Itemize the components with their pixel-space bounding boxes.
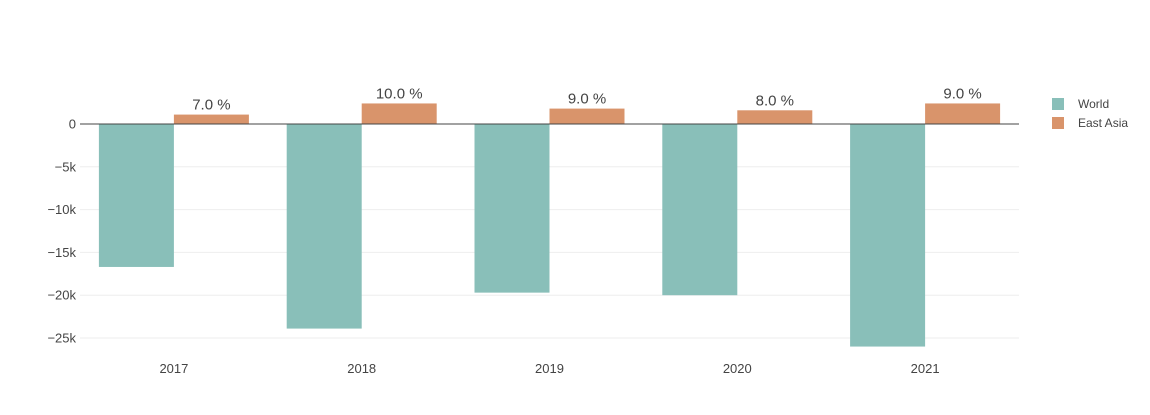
x-tick-label: 2018: [347, 361, 376, 376]
legend-item-world[interactable]: World: [1052, 97, 1109, 111]
legend-swatch: [1052, 117, 1064, 129]
x-tick-label: 2021: [911, 361, 940, 376]
bar-world[interactable]: [98, 124, 174, 267]
y-tick-label: −10k: [47, 202, 76, 217]
data-labels: 7.0 % 10.0 % 9.0 % 8.0 % 9.0 %: [192, 85, 982, 113]
y-axis: 0 −5k −10k −15k −20k −25k: [47, 117, 76, 346]
data-label: 9.0 %: [568, 91, 606, 108]
legend-item-east-asia[interactable]: East Asia: [1052, 116, 1128, 130]
y-tick-label: −15k: [47, 245, 76, 260]
x-tick-label: 2020: [723, 361, 752, 376]
bars: [98, 103, 1001, 347]
x-axis: 2017 2018 2019 2020 2021: [159, 361, 939, 376]
y-tick-label: −5k: [55, 159, 77, 174]
data-label: 7.0 %: [192, 97, 230, 114]
bar-east-asia[interactable]: [925, 103, 1001, 124]
data-label: 10.0 %: [376, 85, 423, 102]
y-tick-label: −25k: [47, 331, 76, 346]
bar-east-asia[interactable]: [549, 108, 625, 124]
y-tick-label: −20k: [47, 288, 76, 303]
bar-east-asia[interactable]: [737, 110, 813, 124]
bar-world[interactable]: [474, 124, 550, 293]
bar-east-asia[interactable]: [173, 114, 249, 124]
data-label: 8.0 %: [756, 92, 794, 109]
y-tick-label: 0: [69, 117, 76, 132]
bar-world[interactable]: [662, 124, 738, 296]
x-tick-label: 2019: [535, 361, 564, 376]
data-label: 9.0 %: [943, 85, 981, 102]
bar-world[interactable]: [286, 124, 362, 329]
bar-world[interactable]: [850, 124, 926, 347]
legend[interactable]: World East Asia: [1052, 97, 1128, 130]
legend-swatch: [1052, 98, 1064, 110]
bar-east-asia[interactable]: [361, 103, 437, 124]
legend-label: East Asia: [1078, 116, 1128, 130]
legend-label: World: [1078, 97, 1109, 111]
x-tick-label: 2017: [159, 361, 188, 376]
